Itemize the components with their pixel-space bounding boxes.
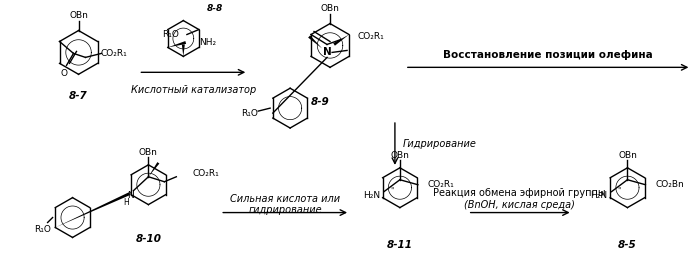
- Text: '': '': [390, 187, 394, 196]
- Text: R₁O: R₁O: [162, 30, 179, 39]
- Text: 8-9: 8-9: [310, 97, 329, 107]
- Text: 8-11: 8-11: [387, 240, 413, 250]
- Text: O: O: [60, 69, 67, 78]
- Text: H: H: [124, 198, 129, 207]
- Text: CO₂R₁: CO₂R₁: [100, 49, 127, 58]
- Text: OBn: OBn: [139, 148, 158, 157]
- Polygon shape: [168, 41, 186, 47]
- Text: Кислотный катализатор: Кислотный катализатор: [131, 85, 256, 95]
- Text: CO₂R₁: CO₂R₁: [192, 169, 219, 178]
- Text: OBn: OBn: [618, 151, 637, 160]
- Polygon shape: [333, 34, 349, 46]
- Text: гидрирование: гидрирование: [248, 205, 322, 215]
- Text: (BnOH, кислая среда): (BnOH, кислая среда): [464, 200, 575, 210]
- Text: CO₂Bn: CO₂Bn: [656, 180, 684, 189]
- Polygon shape: [308, 36, 322, 48]
- Text: 8-7: 8-7: [69, 91, 88, 101]
- Text: 8-5: 8-5: [618, 240, 637, 250]
- Text: OBn: OBn: [321, 4, 340, 13]
- Text: CO₂R₁: CO₂R₁: [358, 32, 384, 41]
- Polygon shape: [55, 192, 130, 227]
- Text: N: N: [127, 191, 134, 200]
- Text: H₂N: H₂N: [363, 191, 380, 200]
- Text: NH₂: NH₂: [199, 38, 216, 47]
- Text: Реакция обмена эфирной группы: Реакция обмена эфирной группы: [433, 188, 606, 198]
- Text: '': '': [617, 187, 621, 196]
- Text: Восстановление позиции олефина: Восстановление позиции олефина: [442, 50, 652, 60]
- Text: OBn: OBn: [69, 11, 88, 20]
- Text: Гидрирование: Гидрирование: [403, 139, 477, 149]
- Text: H₂N: H₂N: [591, 191, 607, 200]
- Text: R₁O: R₁O: [241, 109, 258, 118]
- Polygon shape: [148, 162, 159, 177]
- Text: 8-10: 8-10: [136, 234, 161, 244]
- Text: R₁O: R₁O: [34, 225, 50, 234]
- Text: OBn: OBn: [391, 151, 410, 160]
- Text: Сильная кислота или: Сильная кислота или: [230, 194, 340, 204]
- Text: CO₂R₁: CO₂R₁: [428, 180, 454, 189]
- Text: 8-8: 8-8: [208, 4, 224, 13]
- Polygon shape: [182, 44, 185, 56]
- Text: N: N: [323, 47, 331, 57]
